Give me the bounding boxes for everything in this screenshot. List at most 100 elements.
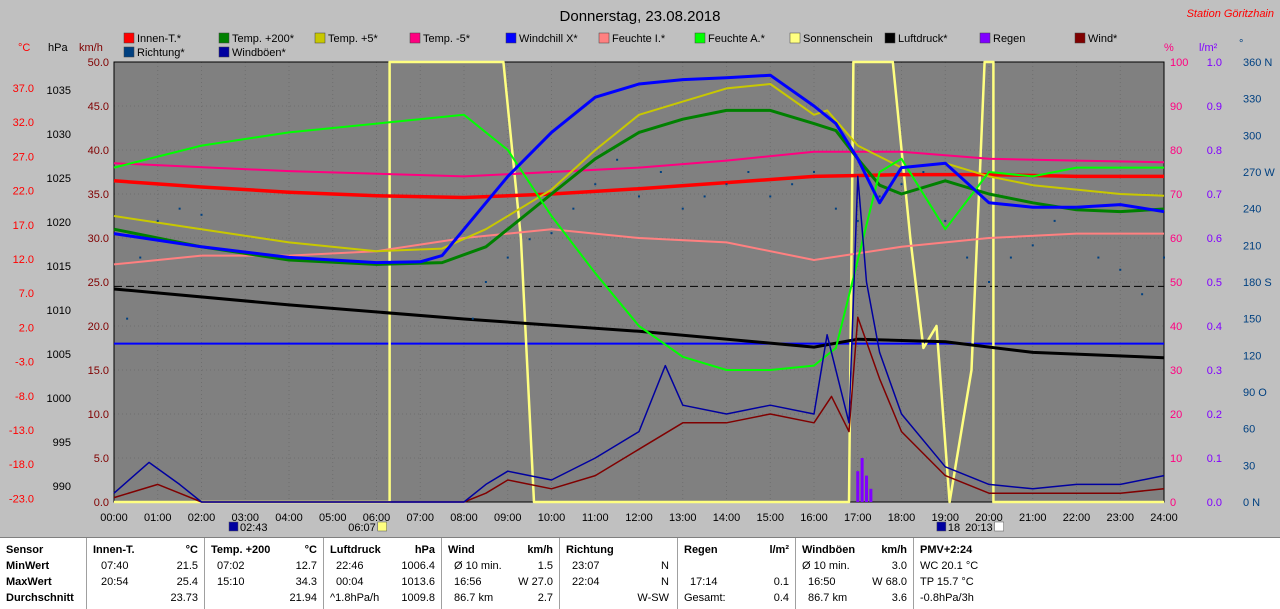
direction-tick-label: 330 <box>1243 94 1261 106</box>
stats-value: 1009.8 <box>401 592 435 604</box>
pressure-tick-label: 1035 <box>47 85 71 97</box>
series-point-richtung <box>966 256 969 259</box>
stats-time: Ø 10 min. <box>454 560 502 572</box>
unit-wind: km/h <box>79 42 103 54</box>
series-point-richtung <box>813 171 815 173</box>
legend-swatch <box>884 32 896 44</box>
stats-time: 23:07 <box>572 560 600 572</box>
stats-unit: °C <box>304 544 317 556</box>
legend-label: Windchill X* <box>519 33 578 45</box>
x-tick-label: 10:00 <box>538 512 566 524</box>
x-tick-label: 08:00 <box>450 512 478 524</box>
statistics-table: Sensor MinWert MaxWert Durchschnitt Inne… <box>0 537 1280 609</box>
unit-direction: ° <box>1239 38 1243 50</box>
rain-tick-label: 0.9 <box>1207 101 1222 113</box>
moonrise-icon <box>228 521 239 532</box>
stats-row-label: MaxWert <box>6 576 52 588</box>
stats-time: ^1.8hPa/h <box>330 592 380 604</box>
legend-label: Feuchte I.* <box>612 33 666 45</box>
stats-value: TP 15.7 °C <box>920 576 974 588</box>
pressure-tick-label: 1010 <box>47 305 71 317</box>
stats-header: Luftdruck <box>330 544 381 556</box>
direction-tick-label: 120 <box>1243 350 1261 362</box>
x-tick-label: 09:00 <box>494 512 522 524</box>
rain-tick-label: 0.8 <box>1207 145 1222 157</box>
x-tick-label: 23:00 <box>1106 512 1134 524</box>
pressure-tick-label: 995 <box>53 437 71 449</box>
series-point-richtung <box>834 207 837 210</box>
rain-tick-label: 0.5 <box>1207 277 1222 289</box>
x-tick-label: 03:00 <box>231 512 259 524</box>
stats-header: PMV+2:24 <box>920 544 973 556</box>
series-point-richtung <box>178 207 181 210</box>
legend-swatch <box>505 32 517 44</box>
legend-swatch <box>123 46 135 58</box>
x-tick-label: 21:00 <box>1019 512 1047 524</box>
legend-label: Temp. +5* <box>328 33 379 45</box>
wind-tick-label: 50.0 <box>88 57 109 69</box>
x-tick-label: 13:00 <box>669 512 697 524</box>
stats-value: 34.3 <box>295 576 317 588</box>
stats-header: Richtung <box>566 544 614 556</box>
rain-bar <box>856 471 860 502</box>
x-tick-label: 22:00 <box>1063 512 1091 524</box>
wind-tick-label: 35.0 <box>88 189 109 201</box>
stats-header: Windböen <box>802 544 856 556</box>
series-point-richtung <box>1141 293 1144 296</box>
direction-tick-label: 90 O <box>1243 387 1267 399</box>
series-point-richtung <box>1009 256 1012 259</box>
series-line-luftdruck <box>113 287 1165 360</box>
stats-value: N <box>661 576 669 588</box>
x-tick-label: 14:00 <box>713 512 741 524</box>
wind-tick-label: 15.0 <box>88 365 109 377</box>
stats-value: 0.4 <box>773 592 789 604</box>
sunrise-icon <box>377 521 387 532</box>
humidity-tick-label: 80 <box>1170 145 1182 157</box>
station-name: Station Göritzhain <box>1187 8 1274 20</box>
direction-tick-label: 30 <box>1243 460 1255 472</box>
stats-value: 21.94 <box>289 592 317 604</box>
pressure-tick-label: 1015 <box>47 261 71 273</box>
series-point-richtung <box>528 238 531 241</box>
direction-tick-label: 210 <box>1243 240 1261 252</box>
legend-label: Sonnenschein <box>803 33 873 45</box>
temp-tick-label: 32.0 <box>13 117 34 129</box>
series-point-richtung <box>1075 207 1078 210</box>
direction-tick-label: 300 <box>1243 130 1261 142</box>
legend-swatch <box>409 32 421 44</box>
stats-col-regen: Regen l/m² 17:14 0.1 Gesamt: 0.4 <box>678 538 796 609</box>
stats-value: W 68.0 <box>872 576 907 588</box>
stats-value: 25.4 <box>176 576 198 588</box>
series-point-richtung <box>1119 268 1122 271</box>
stats-row-label: MinWert <box>6 560 50 572</box>
series-point-richtung <box>659 171 662 173</box>
legend-swatch <box>218 46 230 58</box>
stats-value: W 27.0 <box>518 576 553 588</box>
series-point-richtung <box>944 219 947 222</box>
temp-tick-label: 22.0 <box>13 186 34 198</box>
legend-swatch <box>694 32 706 44</box>
wind-tick-label: 40.0 <box>88 145 109 157</box>
stats-value: N <box>661 560 669 572</box>
direction-tick-label: 240 <box>1243 204 1261 216</box>
x-tick-label: 16:00 <box>800 512 828 524</box>
series-point-richtung <box>484 281 487 283</box>
legend-label: Innen-T.* <box>137 33 182 45</box>
stats-value: 0.1 <box>773 576 789 588</box>
stats-unit: °C <box>185 544 198 556</box>
stats-unit: km/h <box>527 544 553 556</box>
stats-col-temp200: Temp. +200 °C 07:02 12.7 15:10 34.3 21.94 <box>205 538 324 609</box>
chart-title: Donnerstag, 23.08.2018 <box>560 8 721 25</box>
stats-time: 20:54 <box>101 576 129 588</box>
direction-tick-label: 180 S <box>1243 277 1272 289</box>
series-point-richtung <box>988 281 990 283</box>
legend-swatch <box>979 32 991 44</box>
series-line-feuchte-i <box>113 228 1164 266</box>
stats-col-windboeen: Windböen km/h Ø 10 min. 3.0 16:50 W 68.0 86… <box>796 538 914 609</box>
series-line-windchill-x <box>113 73 1165 265</box>
x-tick-label: 01:00 <box>144 512 172 524</box>
temp-tick-label: 27.0 <box>13 151 34 163</box>
legend-swatch <box>789 32 801 44</box>
series-point-richtung <box>856 219 859 222</box>
series-point-richtung <box>725 183 728 186</box>
